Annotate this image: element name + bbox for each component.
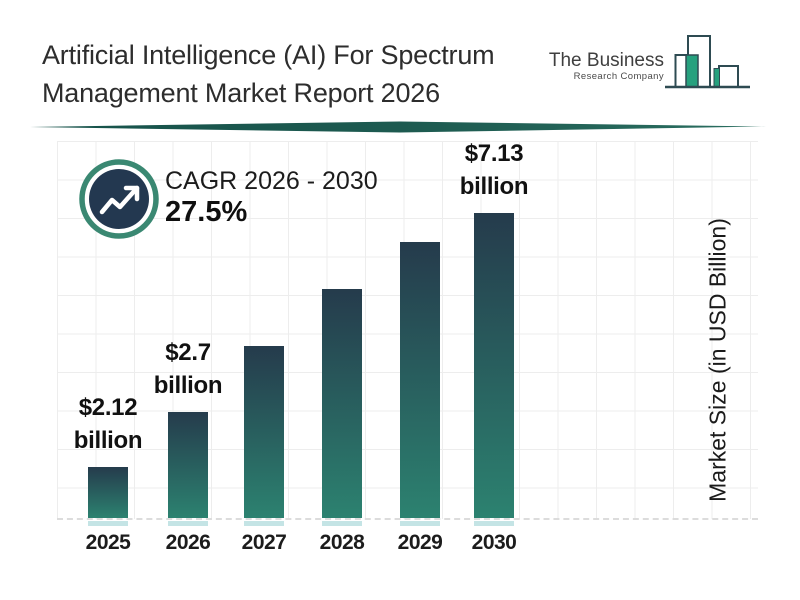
- x-axis-label-2029: 2029: [397, 531, 443, 554]
- bar-baseline-glow: [474, 521, 514, 526]
- header-divider: [30, 121, 766, 133]
- x-axis-label-2027: 2027: [241, 531, 287, 554]
- bar-value-label-2026: $2.7 billion: [153, 339, 223, 399]
- x-axis-label-2030: 2030: [471, 531, 517, 554]
- bar-baseline-glow: [88, 521, 128, 526]
- page-title-line1: Artificial Intelligence (AI) For Spectru…: [42, 40, 495, 70]
- bar-chart-logo-icon: [665, 35, 750, 89]
- bar-baseline-glow: [244, 521, 284, 526]
- bar-baseline-glow: [322, 521, 362, 526]
- bar-baseline-glow: [400, 521, 440, 526]
- logo-subname: Research Company: [573, 71, 664, 82]
- logo-name: The Business: [548, 50, 664, 71]
- bar-2026: [168, 412, 208, 518]
- x-axis-baseline: [57, 518, 758, 520]
- page-title: Artificial Intelligence (AI) For Spectru…: [42, 36, 582, 112]
- bar-value-label-2025: $2.12 billion: [73, 394, 143, 454]
- page-title-line2: Management Market Report 2026: [42, 78, 440, 108]
- x-axis-label-2026: 2026: [165, 531, 211, 554]
- bar-2028: [322, 289, 362, 518]
- bar-2030: [474, 213, 514, 518]
- x-axis-label-2025: 2025: [85, 531, 131, 554]
- trend-up-icon: [79, 159, 159, 239]
- bar-2029: [400, 242, 440, 518]
- bar-baseline-glow: [168, 521, 208, 526]
- cagr-period-label: CAGR 2026 - 2030: [165, 167, 378, 195]
- bar-value-label-2030: $7.13 billion: [459, 140, 529, 200]
- y-axis-title: Market Size (in USD Billion): [704, 218, 731, 502]
- bar-2027: [244, 346, 284, 518]
- logo-wordmark: The Business Research Company: [540, 50, 664, 82]
- x-axis-label-2028: 2028: [319, 531, 365, 554]
- cagr-value: 27.5%: [165, 196, 248, 228]
- bar-2025: [88, 467, 128, 518]
